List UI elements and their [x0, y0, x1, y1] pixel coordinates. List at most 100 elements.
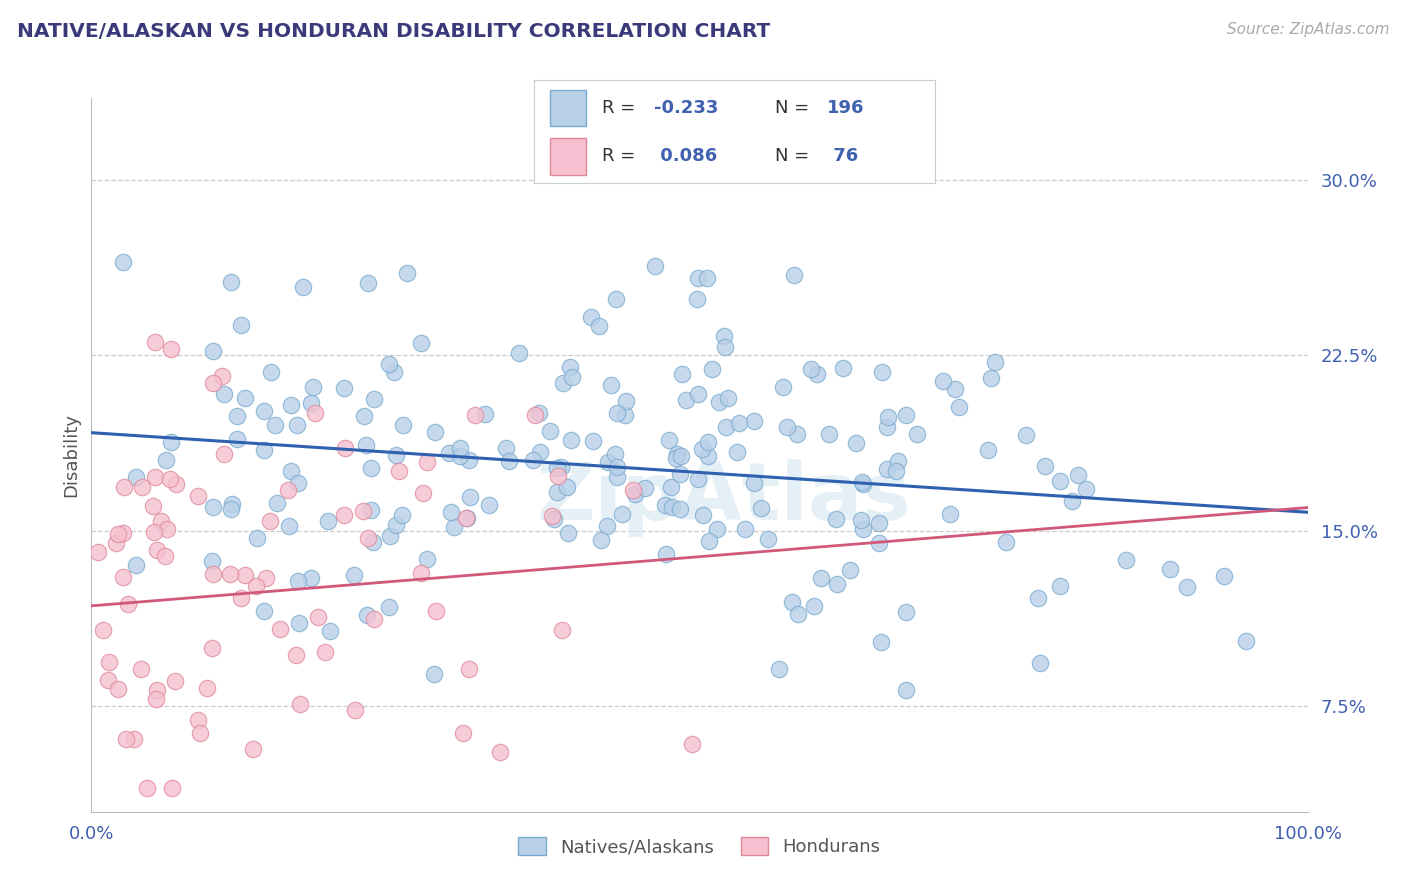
Point	[661, 500, 683, 515]
Point	[377, 357, 399, 371]
Point	[742, 476, 765, 491]
Point	[201, 567, 224, 582]
Point	[596, 519, 619, 533]
Point	[555, 480, 578, 494]
Point	[391, 508, 413, 522]
Point	[547, 469, 569, 483]
Point	[546, 485, 568, 500]
Point	[523, 408, 546, 422]
FancyBboxPatch shape	[550, 137, 586, 175]
Point	[939, 507, 962, 521]
Point	[654, 547, 676, 561]
Point	[665, 450, 688, 465]
Point	[681, 737, 703, 751]
Point	[458, 490, 481, 504]
Point	[851, 475, 873, 489]
Point	[307, 610, 329, 624]
Point	[870, 365, 893, 379]
Point	[125, 469, 148, 483]
Point	[508, 346, 530, 360]
Text: ZipAtlas: ZipAtlas	[537, 458, 911, 537]
Point	[948, 401, 970, 415]
Point	[412, 486, 434, 500]
Point	[266, 496, 288, 510]
Point	[360, 503, 382, 517]
Point	[803, 599, 825, 613]
Point	[825, 577, 848, 591]
Point	[97, 673, 120, 688]
Point	[696, 434, 718, 449]
Point	[388, 464, 411, 478]
Point	[984, 355, 1007, 369]
Point	[717, 391, 740, 405]
Point	[806, 367, 828, 381]
FancyBboxPatch shape	[550, 89, 586, 127]
Point	[190, 726, 212, 740]
Point	[233, 568, 256, 582]
Point	[160, 435, 183, 450]
Point	[153, 549, 176, 563]
Point	[945, 382, 967, 396]
Point	[1175, 580, 1198, 594]
Point	[111, 526, 134, 541]
Point	[439, 445, 461, 459]
Point	[589, 533, 612, 547]
Point	[299, 395, 322, 409]
Point	[852, 523, 875, 537]
Point	[623, 486, 645, 500]
Point	[277, 483, 299, 497]
Point	[714, 340, 737, 354]
Point	[606, 406, 628, 420]
Point	[411, 566, 433, 580]
Point	[772, 380, 794, 394]
Text: R =: R =	[602, 99, 641, 117]
Point	[838, 563, 860, 577]
Point	[416, 552, 439, 566]
Point	[259, 514, 281, 528]
Point	[1026, 591, 1049, 605]
Point	[246, 531, 269, 545]
Point	[302, 379, 325, 393]
Point	[219, 502, 242, 516]
Point	[495, 442, 517, 456]
Point	[994, 534, 1017, 549]
Point	[288, 698, 311, 712]
Point	[107, 682, 129, 697]
Point	[155, 453, 177, 467]
Point	[277, 519, 299, 533]
Point	[280, 464, 302, 478]
Point	[332, 381, 354, 395]
Point	[654, 498, 676, 512]
Point	[787, 607, 810, 621]
Point	[852, 477, 875, 491]
Point	[443, 520, 465, 534]
Point	[245, 579, 267, 593]
Point	[868, 516, 890, 530]
Point	[112, 570, 135, 584]
Point	[560, 359, 582, 374]
Point	[714, 420, 737, 434]
Point	[932, 374, 955, 388]
Point	[605, 292, 627, 306]
Point	[392, 418, 415, 433]
Text: 0.086: 0.086	[654, 147, 717, 165]
Point	[887, 454, 910, 468]
Point	[588, 318, 610, 333]
Point	[423, 425, 446, 439]
Point	[201, 641, 224, 656]
Point	[1014, 428, 1036, 442]
Point	[749, 500, 772, 515]
Point	[896, 605, 918, 619]
Point	[551, 376, 574, 390]
Point	[894, 408, 917, 422]
Point	[603, 447, 626, 461]
Point	[686, 292, 709, 306]
Point	[451, 726, 474, 740]
Point	[1115, 553, 1137, 567]
Point	[543, 511, 565, 525]
Point	[877, 409, 900, 424]
Point	[409, 335, 432, 350]
Text: -0.233: -0.233	[654, 99, 718, 117]
Point	[529, 445, 551, 459]
Point	[756, 532, 779, 546]
